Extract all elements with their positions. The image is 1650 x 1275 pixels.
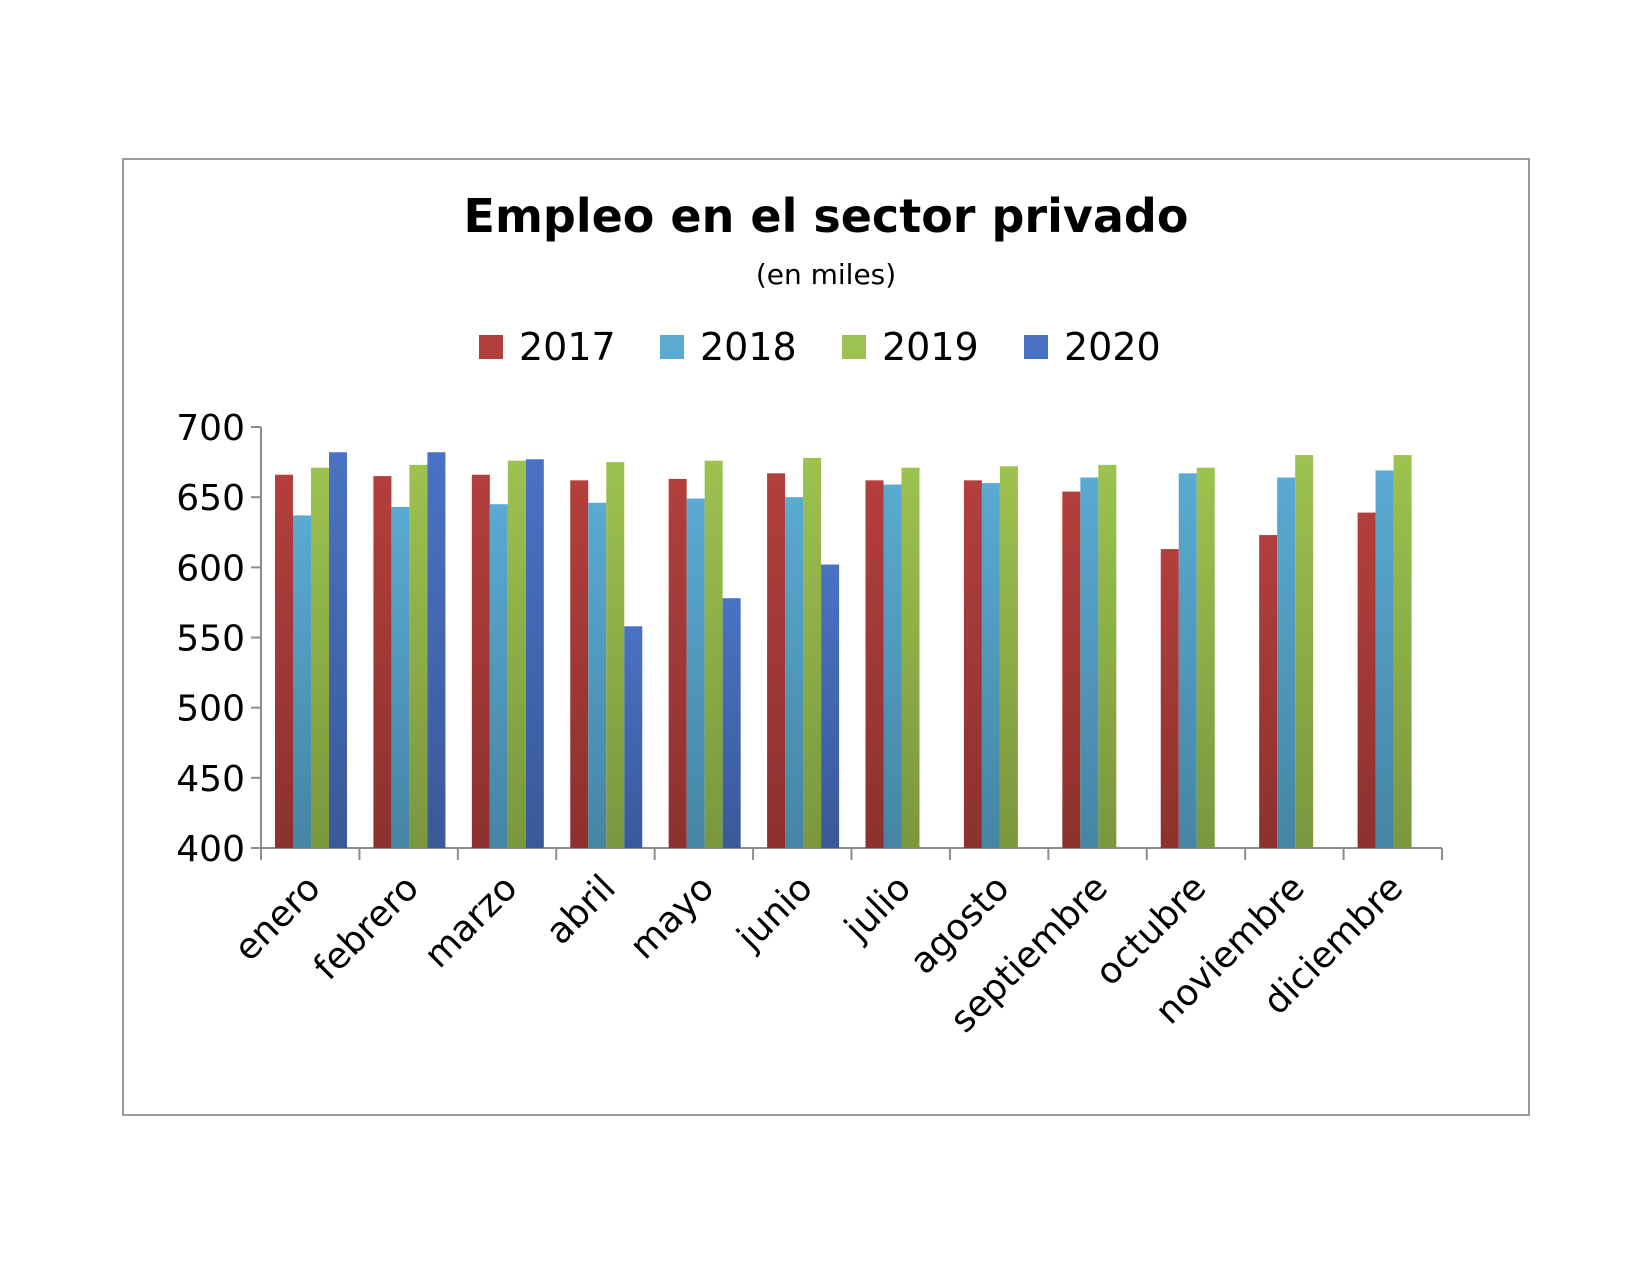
- legend-swatch-2020: [1024, 335, 1048, 359]
- chart-frame: Empleo en el sector privado (en miles) 2…: [122, 158, 1530, 1116]
- bar-2019-abril: [606, 462, 625, 848]
- bar-2019-octubre: [1196, 467, 1215, 848]
- bar-2019-julio: [901, 467, 920, 848]
- bar-2017-julio: [865, 480, 884, 848]
- bars: [275, 452, 1412, 848]
- bar-2017-junio: [767, 473, 786, 848]
- bar-2020-mayo: [722, 598, 741, 848]
- legend: 2017 2018 2019 2020: [479, 325, 1161, 369]
- y-tick-label: 700: [176, 408, 245, 449]
- bar-2019-diciembre: [1393, 455, 1412, 848]
- x-tick-label-marzo: marzo: [417, 867, 526, 976]
- bar-2017-febrero: [373, 476, 392, 848]
- bar-2018-noviembre: [1277, 477, 1296, 848]
- chart: Empleo en el sector privado (en miles) 2…: [176, 189, 1443, 1041]
- bar-2019-septiembre: [1098, 464, 1117, 848]
- y-tick-label: 450: [176, 759, 245, 800]
- legend-label-2019: 2019: [882, 325, 979, 369]
- bar-2019-marzo: [507, 460, 526, 848]
- bar-2017-noviembre: [1259, 535, 1278, 848]
- legend-swatch-2018: [660, 335, 684, 359]
- bar-2018-junio: [785, 497, 804, 848]
- bar-2017-octubre: [1160, 549, 1179, 848]
- bar-2018-septiembre: [1080, 477, 1099, 848]
- legend-label-2017: 2017: [519, 325, 616, 369]
- bar-2020-abril: [624, 626, 643, 848]
- legend-label-2018: 2018: [700, 325, 797, 369]
- bar-2017-marzo: [471, 474, 490, 848]
- x-tick-label-junio: junio: [729, 867, 821, 959]
- bar-2018-abril: [588, 502, 607, 848]
- bar-2017-agosto: [963, 480, 982, 848]
- bar-2020-enero: [329, 452, 347, 848]
- bar-2020-febrero: [427, 452, 446, 848]
- y-tick-label: 500: [176, 689, 245, 730]
- bar-2018-agosto: [981, 483, 1000, 848]
- chart-title: Empleo en el sector privado: [464, 189, 1189, 243]
- bar-2019-febrero: [409, 464, 428, 848]
- x-tick-label-febrero: febrero: [306, 867, 427, 988]
- bar-2017-mayo: [668, 478, 687, 848]
- bar-2018-diciembre: [1375, 470, 1394, 848]
- legend-label-2020: 2020: [1064, 325, 1161, 369]
- bar-2017-diciembre: [1357, 512, 1376, 848]
- bar-2018-enero: [293, 515, 311, 848]
- y-tick-label: 550: [176, 619, 245, 660]
- x-tick-label-julio: julio: [836, 867, 919, 950]
- bar-2017-septiembre: [1062, 491, 1081, 848]
- chart-subtitle: (en miles): [756, 258, 896, 291]
- legend-swatch-2017: [479, 335, 503, 359]
- legend-swatch-2019: [842, 335, 866, 359]
- y-tick-label: 650: [176, 478, 245, 519]
- bar-2018-marzo: [489, 504, 508, 848]
- bar-2018-julio: [883, 484, 902, 848]
- y-tick-label: 400: [176, 829, 245, 870]
- bar-2018-febrero: [391, 506, 410, 848]
- x-tick-label-abril: abril: [538, 867, 623, 952]
- bar-2017-abril: [570, 480, 589, 848]
- bar-2019-mayo: [704, 460, 723, 848]
- bar-2018-octubre: [1178, 473, 1197, 848]
- bar-2020-marzo: [525, 459, 544, 848]
- bar-2017-enero: [275, 474, 293, 848]
- bar-2019-agosto: [999, 466, 1018, 848]
- bar-2019-junio: [803, 457, 822, 848]
- y-tick-label: 600: [176, 548, 245, 589]
- bar-2019-noviembre: [1295, 455, 1314, 848]
- x-tick-label-mayo: mayo: [622, 867, 722, 967]
- bar-2018-mayo: [686, 498, 705, 848]
- bar-2019-enero: [311, 467, 329, 848]
- bar-2020-junio: [821, 564, 840, 848]
